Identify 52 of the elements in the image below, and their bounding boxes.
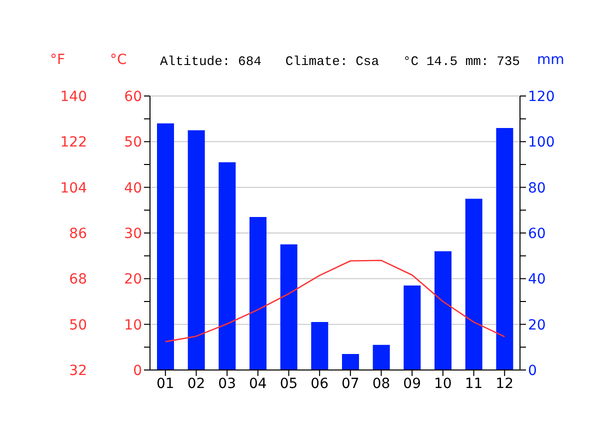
- x-tick-label: 12: [496, 376, 514, 392]
- y-tick-label: 40: [124, 180, 142, 196]
- bar: [218, 162, 236, 370]
- y2-tick-label: 0: [528, 362, 537, 379]
- bar: [342, 354, 359, 370]
- y3-tick-label: 122: [60, 134, 87, 151]
- y-tick-label: 60: [124, 88, 142, 105]
- x-tick-label: 07: [342, 376, 360, 392]
- x-tick-label: 08: [372, 376, 390, 392]
- x-tick-label: 10: [434, 376, 452, 392]
- y2-tick-label: 20: [528, 317, 546, 334]
- y2-tick-label: 80: [528, 180, 546, 196]
- y3-tick-label: 104: [60, 180, 88, 196]
- y-tick-label: 10: [124, 317, 142, 334]
- y-tick-label: 50: [124, 134, 142, 151]
- bar: [157, 123, 174, 370]
- bar: [188, 130, 205, 370]
- y2-tick-label: 40: [528, 272, 546, 288]
- x-tick-label: 01: [156, 376, 174, 392]
- y3-tick-label: 140: [60, 88, 87, 105]
- text: °C 14.5 mm: 735: [402, 54, 520, 69]
- bar: [496, 128, 514, 370]
- text: Climate: Csa: [285, 54, 379, 69]
- y-axis-title: °C: [110, 52, 127, 68]
- y2-axis-title: mm: [537, 52, 564, 68]
- bar: [404, 286, 421, 370]
- y2-tick-label: 100: [528, 134, 555, 151]
- y2-tick-label: 120: [528, 88, 555, 105]
- y3-tick-label: 68: [69, 272, 87, 288]
- y3-axis-title: °F: [50, 52, 66, 68]
- x-tick-label: 04: [249, 376, 267, 392]
- y3-tick-label: 50: [69, 317, 87, 334]
- bar: [250, 217, 266, 370]
- bar: [311, 322, 328, 370]
- y3-tick-label: 32: [69, 362, 87, 379]
- y-tick-label: 0: [133, 362, 142, 379]
- text: Altitude: 684: [160, 54, 262, 69]
- line-series: [164, 260, 506, 342]
- x-tick-label: 02: [187, 376, 206, 392]
- bar: [280, 244, 298, 370]
- x-tick-label: 05: [280, 376, 298, 392]
- y2-tick-label: 60: [528, 226, 546, 242]
- y-tick-label: 20: [124, 272, 142, 288]
- x-tick-label: 09: [403, 376, 421, 392]
- bar: [434, 251, 452, 370]
- y-tick-label: 30: [124, 226, 142, 242]
- y3-tick-label: 86: [69, 226, 88, 242]
- bar: [372, 344, 390, 370]
- x-tick-label: 03: [218, 376, 236, 392]
- bar: [465, 198, 482, 370]
- x-tick-label: 06: [310, 376, 329, 392]
- x-tick-label: 11: [464, 376, 483, 392]
